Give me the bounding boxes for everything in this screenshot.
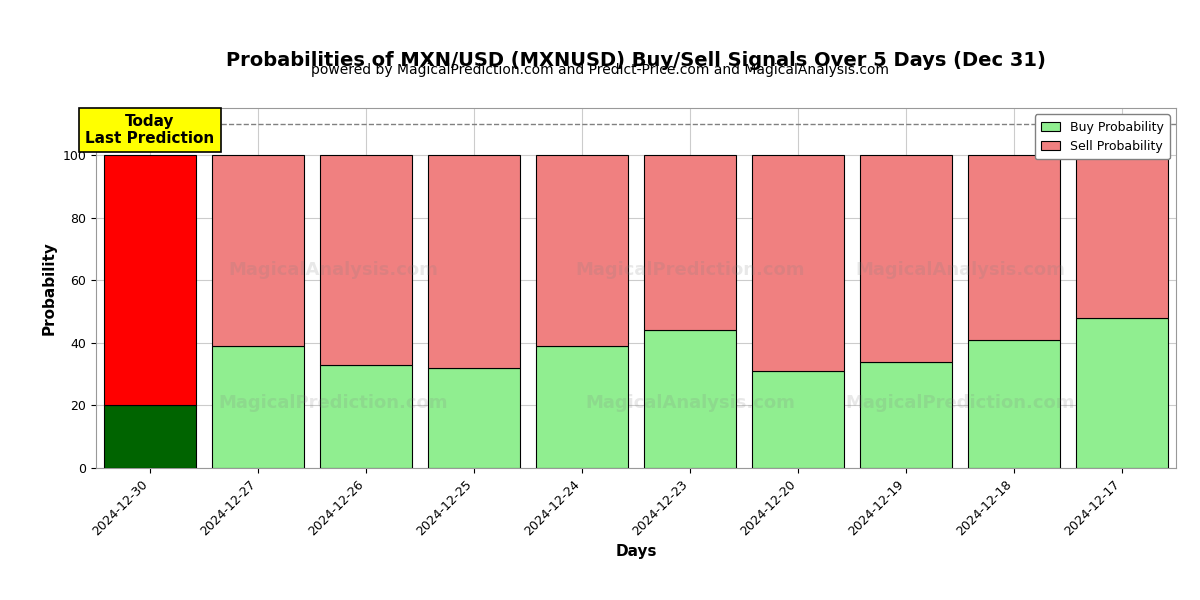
Text: MagicalPrediction.com: MagicalPrediction.com (845, 394, 1075, 412)
Bar (644, 155, 736, 330)
Bar (212, 346, 304, 468)
Bar (428, 368, 520, 468)
Bar (752, 371, 844, 468)
Legend: Buy Probability, Sell Probability: Buy Probability, Sell Probability (1034, 114, 1170, 159)
Bar (536, 346, 628, 468)
Bar (320, 155, 412, 365)
Bar (752, 155, 844, 371)
Bar (968, 340, 1060, 468)
Text: MagicalAnalysis.com: MagicalAnalysis.com (586, 394, 794, 412)
Bar (536, 155, 628, 346)
Text: MagicalPrediction.com: MagicalPrediction.com (218, 394, 449, 412)
Bar (428, 155, 520, 368)
Text: MagicalAnalysis.com: MagicalAnalysis.com (856, 261, 1064, 279)
Title: Probabilities of MXN/USD (MXNUSD) Buy/Sell Signals Over 5 Days (Dec 31): Probabilities of MXN/USD (MXNUSD) Buy/Se… (226, 52, 1046, 70)
Bar (104, 406, 196, 468)
Bar (104, 155, 196, 406)
Bar (860, 155, 952, 362)
Bar (212, 155, 304, 346)
Bar (1076, 155, 1168, 318)
Bar (968, 155, 1060, 340)
Bar (860, 362, 952, 468)
Text: MagicalAnalysis.com: MagicalAnalysis.com (229, 261, 438, 279)
Bar (320, 365, 412, 468)
Text: MagicalPrediction.com: MagicalPrediction.com (575, 261, 805, 279)
Text: Today
Last Prediction: Today Last Prediction (85, 114, 215, 146)
X-axis label: Days: Days (616, 544, 656, 559)
Y-axis label: Probability: Probability (42, 241, 56, 335)
Bar (1076, 318, 1168, 468)
Text: powered by MagicalPrediction.com and Predict-Price.com and MagicalAnalysis.com: powered by MagicalPrediction.com and Pre… (311, 63, 889, 77)
Bar (644, 330, 736, 468)
